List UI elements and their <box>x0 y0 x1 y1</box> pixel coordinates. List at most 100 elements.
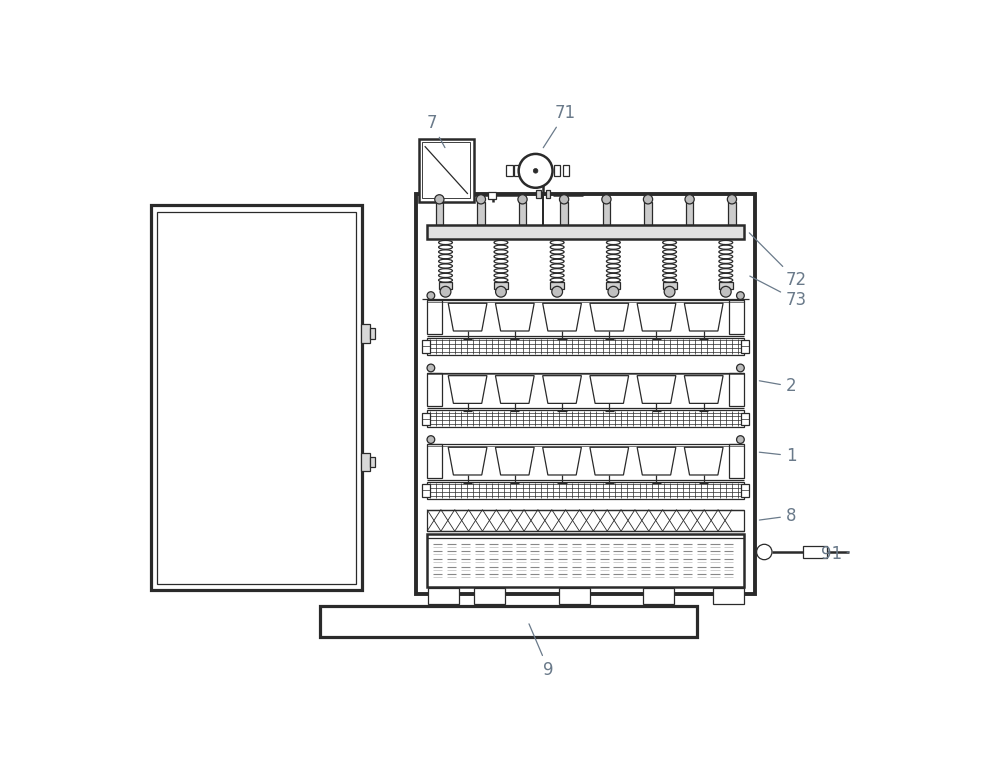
FancyBboxPatch shape <box>427 444 442 478</box>
FancyBboxPatch shape <box>663 282 677 289</box>
FancyBboxPatch shape <box>536 190 541 198</box>
Circle shape <box>476 195 486 204</box>
FancyBboxPatch shape <box>427 300 442 334</box>
FancyBboxPatch shape <box>320 606 697 637</box>
Circle shape <box>602 195 611 204</box>
Circle shape <box>643 195 653 204</box>
FancyBboxPatch shape <box>477 202 485 224</box>
Circle shape <box>720 286 731 297</box>
Polygon shape <box>684 303 723 331</box>
Circle shape <box>727 195 737 204</box>
Circle shape <box>559 195 569 204</box>
FancyBboxPatch shape <box>151 206 362 590</box>
Polygon shape <box>590 375 629 404</box>
Polygon shape <box>590 447 629 475</box>
Polygon shape <box>448 375 487 404</box>
FancyBboxPatch shape <box>546 190 550 198</box>
FancyBboxPatch shape <box>741 484 749 497</box>
Circle shape <box>435 195 444 204</box>
FancyBboxPatch shape <box>729 372 744 407</box>
Text: 71: 71 <box>543 104 576 148</box>
FancyBboxPatch shape <box>427 534 744 586</box>
FancyBboxPatch shape <box>427 510 744 531</box>
FancyBboxPatch shape <box>416 194 755 594</box>
FancyBboxPatch shape <box>361 324 370 343</box>
FancyBboxPatch shape <box>554 166 560 176</box>
Circle shape <box>427 364 435 371</box>
FancyBboxPatch shape <box>474 588 505 604</box>
Circle shape <box>757 544 772 560</box>
FancyBboxPatch shape <box>559 588 590 604</box>
Text: 9: 9 <box>529 624 554 679</box>
Polygon shape <box>543 447 581 475</box>
FancyBboxPatch shape <box>370 457 375 468</box>
FancyBboxPatch shape <box>606 282 620 289</box>
Polygon shape <box>495 303 534 331</box>
FancyBboxPatch shape <box>370 328 375 339</box>
FancyBboxPatch shape <box>741 340 749 353</box>
FancyBboxPatch shape <box>560 202 568 224</box>
FancyBboxPatch shape <box>439 282 452 289</box>
Circle shape <box>737 292 744 300</box>
Polygon shape <box>684 375 723 404</box>
FancyBboxPatch shape <box>422 484 430 497</box>
Text: 91: 91 <box>820 545 849 563</box>
FancyBboxPatch shape <box>603 202 610 224</box>
FancyBboxPatch shape <box>728 202 736 224</box>
Text: 7: 7 <box>426 114 445 148</box>
FancyBboxPatch shape <box>550 282 564 289</box>
FancyBboxPatch shape <box>494 282 508 289</box>
Text: 2: 2 <box>759 378 796 396</box>
Circle shape <box>440 286 451 297</box>
Polygon shape <box>448 447 487 475</box>
Polygon shape <box>637 303 676 331</box>
FancyBboxPatch shape <box>729 300 744 334</box>
FancyBboxPatch shape <box>427 372 442 407</box>
FancyBboxPatch shape <box>514 166 520 176</box>
Circle shape <box>496 286 506 297</box>
Circle shape <box>519 154 553 188</box>
FancyBboxPatch shape <box>428 588 459 604</box>
Circle shape <box>552 286 563 297</box>
FancyBboxPatch shape <box>741 413 749 425</box>
FancyBboxPatch shape <box>519 202 526 224</box>
Circle shape <box>737 364 744 371</box>
Circle shape <box>737 436 744 443</box>
FancyBboxPatch shape <box>563 166 569 176</box>
Polygon shape <box>543 375 581 404</box>
FancyBboxPatch shape <box>422 142 470 198</box>
FancyBboxPatch shape <box>713 588 744 604</box>
FancyBboxPatch shape <box>506 166 512 176</box>
FancyBboxPatch shape <box>719 282 733 289</box>
FancyBboxPatch shape <box>422 413 430 425</box>
Polygon shape <box>495 375 534 404</box>
FancyBboxPatch shape <box>488 192 496 199</box>
FancyBboxPatch shape <box>419 138 474 202</box>
Circle shape <box>608 286 619 297</box>
Text: 8: 8 <box>759 507 796 525</box>
Circle shape <box>427 292 435 300</box>
Circle shape <box>518 195 527 204</box>
FancyBboxPatch shape <box>686 202 693 224</box>
FancyBboxPatch shape <box>436 202 443 224</box>
Text: 73: 73 <box>750 276 807 309</box>
Polygon shape <box>448 303 487 331</box>
Circle shape <box>664 286 675 297</box>
FancyBboxPatch shape <box>157 212 356 584</box>
Polygon shape <box>684 447 723 475</box>
Circle shape <box>427 436 435 443</box>
Text: 1: 1 <box>759 447 796 465</box>
FancyBboxPatch shape <box>643 588 674 604</box>
FancyBboxPatch shape <box>422 340 430 353</box>
Polygon shape <box>495 447 534 475</box>
Polygon shape <box>637 447 676 475</box>
Text: 72: 72 <box>749 233 807 289</box>
Polygon shape <box>543 303 581 331</box>
FancyBboxPatch shape <box>803 546 827 558</box>
FancyBboxPatch shape <box>361 453 370 471</box>
Polygon shape <box>637 375 676 404</box>
FancyBboxPatch shape <box>427 224 744 239</box>
Circle shape <box>533 169 538 173</box>
FancyBboxPatch shape <box>729 444 744 478</box>
Circle shape <box>685 195 694 204</box>
